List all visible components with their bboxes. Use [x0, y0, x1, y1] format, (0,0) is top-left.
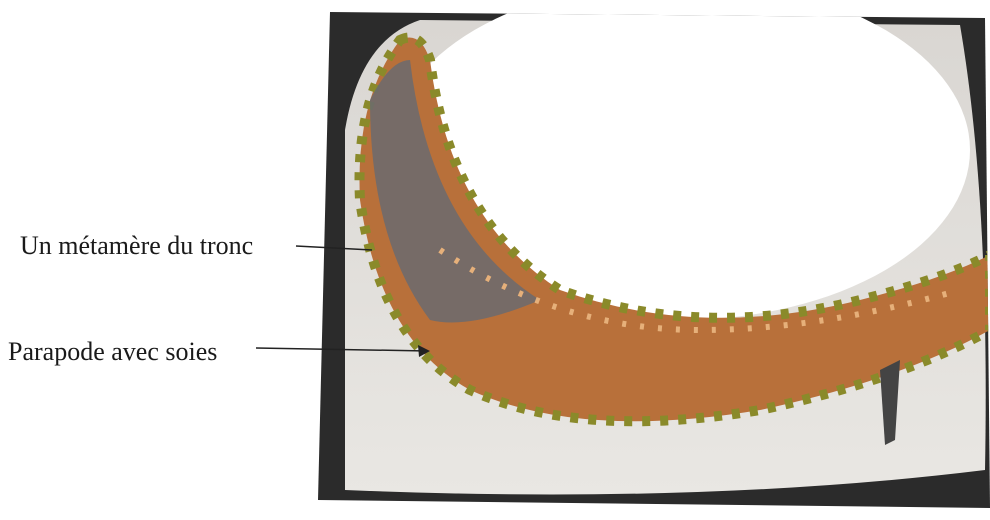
photo: [300, 0, 990, 520]
page: Un métamère du tronc Parapode avec soies: [0, 0, 990, 520]
figure: Un métamère du tronc Parapode avec soies: [0, 0, 990, 520]
label-parapode: Parapode avec soies: [8, 337, 217, 366]
label-metamere: Un métamère du tronc: [20, 231, 253, 260]
